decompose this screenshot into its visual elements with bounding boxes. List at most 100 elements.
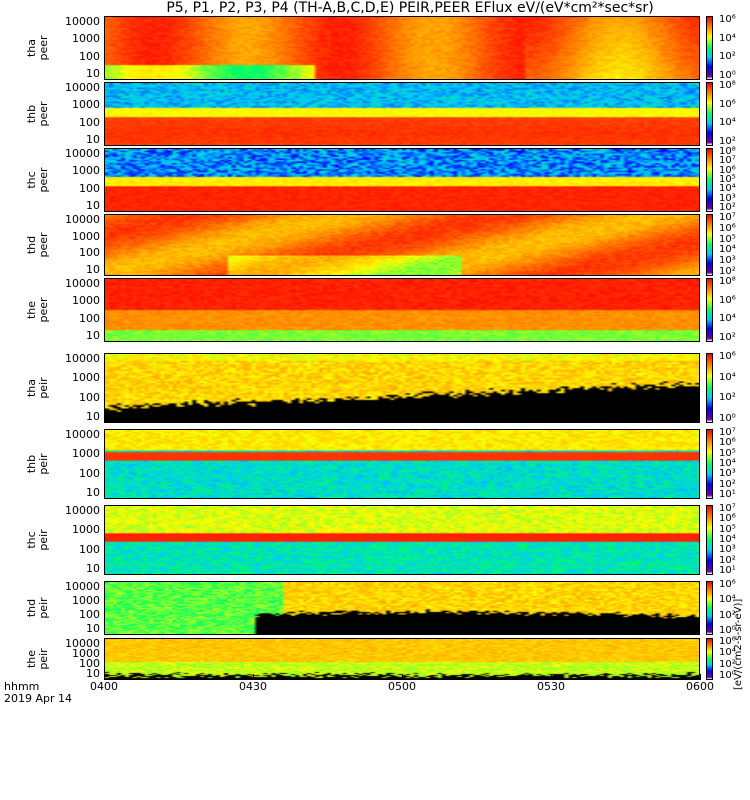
y-tick-label: 10000 [65, 504, 100, 517]
spectrogram-image [105, 279, 699, 341]
spectrogram-image [105, 149, 699, 211]
spectrogram-image [105, 354, 699, 422]
y-tick-label: 1000 [72, 594, 100, 607]
x-tick-label: 0600 [686, 680, 714, 693]
panel-label-thc-peer: thc peer [25, 158, 50, 202]
colorbar-tick-label: 10⁴ [719, 313, 736, 325]
y-tick-label: 10 [86, 667, 100, 680]
colorbar [706, 148, 713, 212]
colorbar-tick-label: 10⁸ [719, 146, 736, 157]
colorbar-tick-label: 10⁰ [719, 413, 736, 424]
x-tick-mark [402, 674, 403, 680]
colorbar-tick-label: 10⁵ [719, 174, 736, 185]
colorbar-tick-label: 10⁶ [719, 164, 736, 176]
colorbar-units-label: [eV/(cm2-s-sr-eV)] [733, 598, 744, 690]
spectrogram-image [105, 215, 699, 275]
y-tick-label: 10 [86, 410, 100, 423]
panel-label-thb-peer: thb peer [25, 92, 50, 136]
y-tick-label: 10 [86, 199, 100, 212]
y-tick-label: 1000 [72, 229, 100, 243]
y-tick-label: 100 [79, 542, 100, 556]
x-axis-label-date: 2019 Apr 14 [4, 692, 73, 705]
colorbar-tick-label: 10⁵ [719, 447, 736, 459]
panel-label-line: peir [37, 529, 50, 551]
spectrogram-thb-peer [104, 82, 700, 146]
x-tick-label: 0530 [537, 680, 565, 693]
colorbar-tick-label: 10⁴ [719, 647, 736, 659]
panel-label-line: peir [37, 453, 50, 475]
colorbar [706, 429, 713, 499]
y-tick-label: 100 [79, 608, 100, 621]
spectrogram-tha-peer [104, 16, 700, 80]
x-tick-mark [253, 674, 254, 680]
colorbar-tick-label: 10⁴ [719, 458, 736, 469]
panel-label-tha-peir: tha peir [25, 366, 50, 410]
y-tick-label: 10000 [65, 428, 100, 441]
colorbar-tick-label: 10⁷ [719, 155, 736, 167]
colorbar-tick-label: 10² [719, 51, 736, 63]
panel-label-line: peer [37, 167, 50, 193]
spectrogram-thd-peir [104, 581, 700, 635]
y-tick-label: 100 [79, 466, 100, 480]
x-tick-label: 0430 [239, 680, 267, 693]
y-tick-label: 10 [86, 67, 100, 80]
spectrogram-image [105, 506, 699, 574]
colorbar-tick-label: 10⁷ [719, 427, 736, 438]
colorbar-tick-label: 10⁸ [719, 80, 736, 91]
x-axis-label-hhmm: hhmm [4, 680, 40, 693]
colorbar-tick-label: 10⁷ [719, 212, 736, 223]
colorbar-tick-label: 10⁶ [719, 222, 736, 234]
spectrogram-thd-peer [104, 214, 700, 276]
colorbar-tick-label: 10⁴ [719, 371, 736, 383]
colorbar-tick-label: 10⁰ [719, 625, 736, 636]
colorbar-tick-label: 10⁴ [719, 183, 736, 195]
panel-label-line: peer [37, 101, 50, 127]
y-tick-label: 1000 [72, 164, 100, 178]
colorbar-tick-label: 10² [719, 478, 736, 490]
y-tick-label: 10000 [65, 277, 100, 290]
y-tick-label: 10 [86, 622, 100, 635]
y-tick-label: 100 [79, 311, 100, 325]
colorbar [706, 638, 713, 680]
panel-label-the-peer: the peer [25, 288, 50, 332]
colorbar-tick-label: 10² [719, 609, 736, 621]
y-tick-label: 100 [79, 49, 100, 63]
y-tick-label: 1000 [72, 32, 100, 46]
y-tick-label: 10 [86, 263, 100, 276]
colorbar-tick-label: 10⁶ [719, 513, 736, 525]
panel-label-thb-peir: thb peir [25, 442, 50, 486]
spectrogram-image [105, 430, 699, 498]
colorbar-tick-label: 10⁶ [719, 98, 736, 110]
panel-label-line: peir [37, 597, 50, 619]
panel-label-the-peir: the peir [25, 637, 50, 681]
colorbar-tick-label: 10³ [719, 544, 736, 556]
colorbar-tick-label: 10³ [719, 468, 736, 480]
colorbar [706, 214, 713, 276]
colorbar-tick-label: 10⁵ [719, 233, 736, 245]
colorbar-tick-label: 10⁶ [719, 14, 736, 25]
x-tick-label: 0500 [388, 680, 416, 693]
y-tick-label: 10 [86, 133, 100, 146]
spectrogram-tha-peir [104, 353, 700, 423]
y-tick-label: 1000 [72, 647, 100, 660]
y-tick-label: 10000 [65, 580, 100, 593]
colorbar-tick-label: 10⁶ [719, 579, 736, 590]
panel-label-thd-peer: thd peer [25, 223, 50, 267]
panel-label-line: peer [37, 35, 50, 61]
colorbar [706, 278, 713, 342]
colorbar-tick-label: 10⁰ [719, 70, 736, 81]
x-tick-mark [700, 674, 701, 680]
colorbar-tick-label: 10² [719, 136, 736, 147]
colorbar-tick-label: 10¹ [719, 489, 736, 500]
colorbar-tick-label: 10⁶ [719, 636, 736, 647]
y-tick-label: 100 [79, 657, 100, 670]
y-tick-label: 1000 [72, 371, 100, 385]
colorbar-tick-label: 10³ [719, 192, 736, 204]
colorbar-tick-label: 10⁶ [719, 294, 736, 306]
colorbar-tick-label: 10⁴ [719, 32, 736, 44]
panel-label-tha-peer: tha peer [25, 26, 50, 70]
spectrogram-image [105, 582, 699, 634]
colorbar-tick-label: 10⁵ [719, 523, 736, 535]
y-tick-label: 100 [79, 246, 100, 260]
